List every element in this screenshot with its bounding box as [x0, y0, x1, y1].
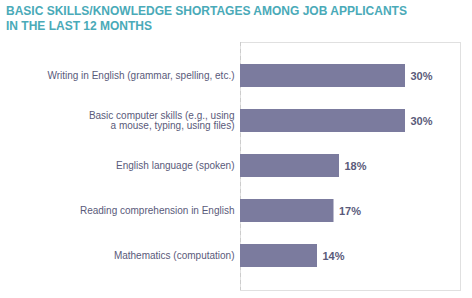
- svg-text:Basic computer skills (e.g., u: Basic computer skills (e.g., usinga mous…: [89, 110, 235, 131]
- svg-text:17%: 17%: [339, 205, 361, 217]
- svg-text:Reading comprehension in Engli: Reading comprehension in English: [80, 205, 235, 216]
- svg-text:English language (spoken): English language (spoken): [116, 160, 234, 171]
- svg-text:14%: 14%: [323, 250, 345, 262]
- svg-text:Writing in English (grammar, s: Writing in English (grammar, spelling, e…: [47, 70, 234, 81]
- svg-text:Mathematics (computation): Mathematics (computation): [114, 250, 235, 261]
- html-text:BASIC SKILLS/KNOWLEDGE SHORTAG: BASIC SKILLS/KNOWLEDGE SHORTAGES AMONG J…: [6, 4, 407, 33]
- svg-text:30%: 30%: [411, 115, 433, 127]
- svg-text:18%: 18%: [345, 160, 367, 172]
- svg-text:30%: 30%: [411, 70, 433, 82]
